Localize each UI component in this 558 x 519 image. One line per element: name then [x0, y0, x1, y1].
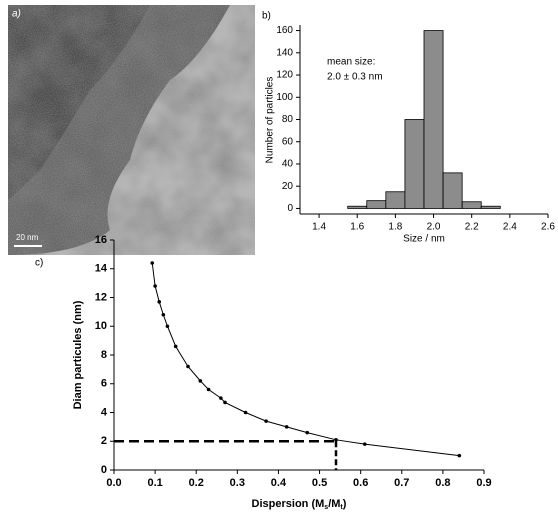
x-tick-label: 1.4 [312, 222, 326, 233]
bar [347, 205, 368, 209]
bar [423, 30, 444, 209]
y-tick-label: 20 [282, 181, 294, 192]
x-axis-title: Dispersion (Ms/Mt) [252, 498, 347, 511]
panel-label: c) [35, 258, 43, 269]
y-tick-label: 60 [282, 136, 294, 147]
x-axis-title-part: s [324, 504, 328, 511]
data-point [264, 419, 268, 423]
x-axis-title-part: /M [328, 498, 340, 510]
bar [385, 191, 406, 209]
x-tick-label: 0.5 [312, 477, 327, 489]
data-point [165, 324, 170, 329]
data-point [198, 379, 203, 383]
x-tick-label: 0.1 [147, 477, 162, 489]
y-tick-label: 8 [101, 349, 107, 361]
data-point [334, 438, 338, 442]
bar [366, 200, 387, 209]
data-point [362, 442, 367, 446]
x-axis-title-part: Dispersion (M [252, 498, 325, 510]
data-point [219, 396, 223, 400]
y-tick-label: 6 [101, 378, 107, 390]
x-axis-title-part: ) [343, 498, 347, 510]
y-axis-title: Diam particules (nm) [72, 300, 84, 409]
x-axis-title-part: t [340, 504, 343, 511]
y-tick-label: 14 [95, 263, 108, 275]
bar [442, 172, 463, 209]
tem-image [8, 5, 255, 255]
x-tick-label: 2.6 [541, 222, 555, 233]
x-tick-label: 0.2 [189, 477, 204, 489]
y-axis-title: Number of particles [265, 77, 276, 164]
panel-label: a) [12, 9, 21, 20]
y-tick-label: 12 [95, 291, 107, 303]
y-tick-label: 140 [276, 47, 293, 58]
y-tick-label: 0 [101, 464, 107, 476]
x-tick-label: 2.2 [465, 222, 479, 233]
data-point [173, 344, 178, 349]
x-tick-label: 2.4 [503, 222, 517, 233]
panel-label: b) [262, 11, 271, 22]
x-tick-label: 0.7 [394, 477, 409, 489]
x-tick-label: 0.3 [230, 477, 245, 489]
annotation: mean size: [327, 57, 375, 68]
data-point [223, 400, 227, 405]
scale-bar-label: 20 nm [16, 233, 39, 242]
x-axis-title: Size / nm [403, 234, 445, 245]
bar [480, 205, 501, 209]
y-tick-label: 0 [287, 203, 293, 214]
data-point [206, 387, 211, 392]
data-point [305, 430, 310, 435]
x-tick-label: 2.0 [427, 222, 441, 233]
x-tick-label: 0.8 [435, 477, 450, 489]
y-tick-label: 4 [101, 406, 108, 418]
data-line [151, 262, 460, 457]
y-tick-label: 100 [276, 92, 293, 103]
y-tick-label: 80 [282, 114, 294, 125]
data-point [153, 284, 157, 288]
y-tick-label: 40 [282, 159, 294, 170]
x-tick-label: 0.6 [353, 477, 368, 489]
data-point [161, 312, 166, 317]
data-point [243, 410, 248, 415]
y-tick-label: 16 [95, 234, 107, 246]
x-tick-label: 0.4 [271, 477, 287, 489]
data-point [150, 261, 155, 265]
data-point [186, 364, 190, 369]
bar [461, 201, 482, 209]
y-tick-label: 10 [95, 320, 107, 332]
y-tick-label: 120 [276, 70, 293, 81]
x-tick-label: 1.6 [350, 222, 364, 233]
data-point [284, 425, 289, 429]
bar [404, 119, 425, 209]
x-tick-label: 1.8 [388, 222, 402, 233]
y-tick-label: 2 [101, 435, 107, 447]
x-tick-label: 0.9 [476, 477, 491, 489]
annotation: 2.0 ± 0.3 nm [327, 72, 383, 83]
data-point [457, 453, 462, 458]
x-tick-label: 0.0 [106, 477, 121, 489]
y-tick-label: 160 [276, 25, 293, 36]
data-point [157, 300, 162, 304]
